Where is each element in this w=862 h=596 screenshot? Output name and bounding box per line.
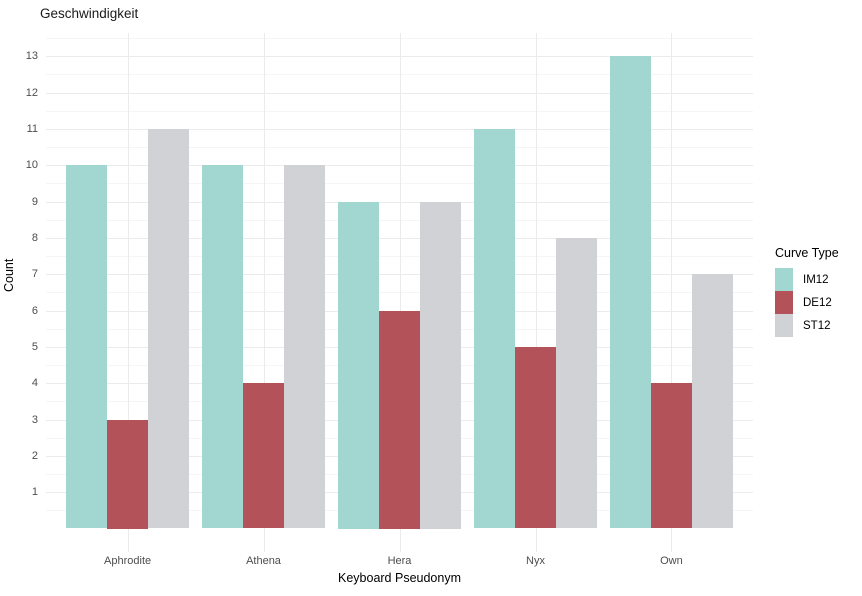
legend-item-st12: ST12	[775, 314, 839, 337]
bar-st12-aphrodite	[148, 128, 189, 529]
plot-panel	[46, 33, 753, 552]
y-tick-label: 7	[31, 268, 38, 281]
major-gridline-vertical	[127, 33, 129, 552]
major-gridline-vertical	[263, 33, 265, 552]
y-tick-label: 11	[26, 122, 38, 135]
legend-swatch-im12	[775, 268, 793, 291]
y-tick-label: 4	[31, 377, 38, 390]
y-tick-label: 3	[31, 413, 38, 426]
bar-im12-own	[610, 56, 651, 529]
y-axis-title: Count	[2, 258, 16, 292]
major-gridline-vertical	[671, 33, 673, 552]
legend-items: IM12 DE12 ST12	[775, 268, 839, 337]
legend-swatch-de12	[775, 291, 793, 314]
y-tick-label: 1	[31, 486, 38, 499]
major-gridline-vertical	[399, 33, 401, 552]
bar-st12-athena	[283, 165, 325, 529]
bar-im12-aphrodite	[66, 165, 108, 529]
bar-st12-hera	[419, 201, 461, 529]
y-tick-label: 13	[25, 50, 38, 63]
x-tick-label: Nyx	[526, 555, 545, 567]
y-tick-label: 9	[31, 195, 38, 208]
legend-item-de12: DE12	[775, 291, 839, 314]
legend-item-im12: IM12	[775, 268, 839, 291]
legend-swatch-st12	[775, 314, 793, 337]
y-tick-label: 6	[31, 304, 38, 317]
y-tick-label: 8	[31, 231, 38, 244]
y-tick-label: 12	[25, 86, 38, 99]
x-axis-title: Keyboard Pseudonym	[338, 571, 461, 585]
x-tick-label: Hera	[387, 555, 412, 567]
bar-st12-nyx	[555, 237, 597, 529]
legend-label: ST12	[803, 319, 831, 332]
bar-st12-own	[691, 274, 733, 529]
legend: Curve Type IM12 DE12 ST12	[775, 246, 839, 337]
bar-de12-nyx	[515, 346, 556, 529]
bar-im12-hera	[338, 201, 380, 529]
legend-title: Curve Type	[775, 246, 839, 260]
legend-label: DE12	[803, 296, 832, 309]
y-tick-label: 2	[31, 449, 38, 462]
major-gridline-vertical	[535, 33, 537, 552]
y-tick-label: 10	[25, 159, 38, 172]
x-tick-label: Aphrodite	[104, 555, 152, 567]
bar-de12-hera	[379, 310, 420, 529]
bar-de12-aphrodite	[107, 419, 148, 529]
bar-im12-nyx	[474, 128, 516, 529]
y-tick-label: 5	[31, 340, 38, 353]
x-tick-label: Own	[660, 555, 683, 567]
bar-de12-athena	[243, 383, 284, 529]
chart-title: Geschwindigkeit	[40, 6, 139, 21]
legend-label: IM12	[803, 273, 829, 286]
bar-im12-athena	[202, 165, 244, 529]
x-tick-label: Athena	[246, 555, 281, 567]
bar-de12-own	[651, 383, 692, 529]
